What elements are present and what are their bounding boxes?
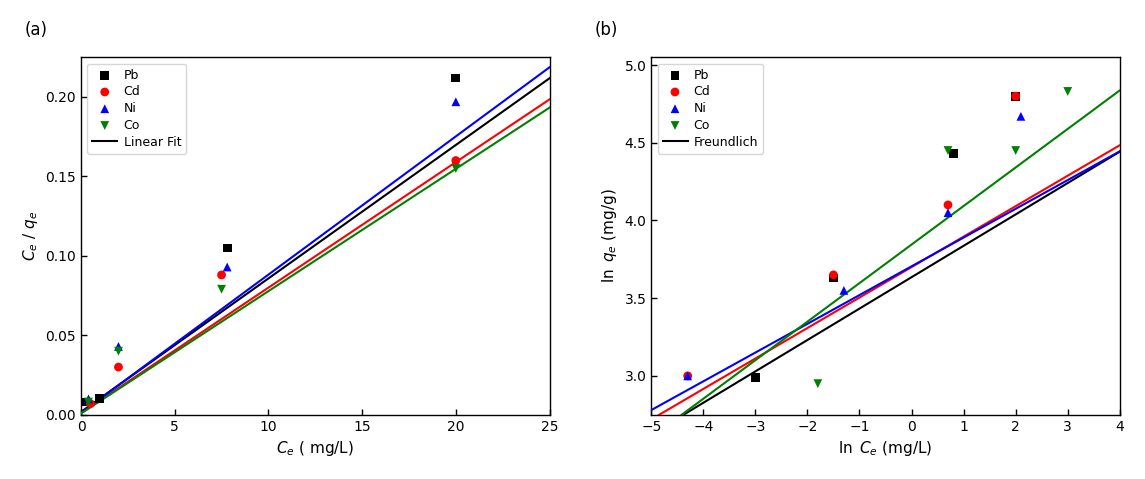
Legend: Pb, Cd, Ni, Co, Linear Fit: Pb, Cd, Ni, Co, Linear Fit [87, 64, 187, 154]
Co [1006, 147, 1025, 154]
Pb [747, 374, 765, 381]
Freundlich [646, 430, 660, 436]
Pb [447, 74, 465, 82]
Ni [835, 286, 853, 294]
Co [79, 398, 97, 406]
Co [213, 285, 231, 293]
Pb [218, 244, 236, 252]
Linear Fit [499, 107, 513, 113]
Co [447, 165, 465, 172]
Pb [77, 398, 95, 406]
Ni [447, 98, 465, 105]
Linear Fit [352, 212, 365, 217]
Line: Freundlich: Freundlich [652, 152, 1120, 434]
Ni [1012, 113, 1030, 120]
Ni [79, 395, 97, 403]
Pb [943, 150, 962, 158]
Co [1059, 88, 1077, 95]
Ni [109, 342, 127, 350]
Cd [81, 400, 100, 408]
Cd [824, 271, 843, 279]
Legend: Pb, Cd, Ni, Co, Freundlich: Pb, Cd, Ni, Co, Freundlich [657, 64, 764, 154]
Linear Fit [74, 409, 88, 415]
Text: (b): (b) [595, 22, 618, 39]
Co [109, 347, 127, 355]
Freundlich [1113, 149, 1127, 155]
Freundlich [645, 431, 658, 437]
Linear Fit [353, 210, 366, 216]
Linear Fit [469, 128, 483, 134]
Linear Fit [76, 408, 89, 414]
Cd [1006, 92, 1025, 100]
Freundlich [922, 264, 935, 270]
Ni [218, 263, 236, 271]
Cd [939, 201, 957, 209]
Cd [447, 157, 465, 164]
Freundlich [931, 258, 945, 264]
Ni [939, 209, 957, 217]
Cd [109, 363, 127, 371]
Freundlich [923, 263, 937, 269]
Pb [824, 274, 843, 282]
Linear Fit [361, 205, 374, 211]
Y-axis label: $C_e$ / $q_e$: $C_e$ / $q_e$ [21, 211, 40, 261]
Linear Fit [543, 75, 556, 81]
Cd [213, 271, 231, 279]
Co [939, 147, 957, 154]
Co [808, 380, 827, 388]
X-axis label: $\ln$ $C_e$ (mg/L): $\ln$ $C_e$ (mg/L) [838, 439, 933, 458]
Line: Linear Fit: Linear Fit [81, 78, 550, 412]
Text: (a): (a) [25, 22, 48, 39]
Pb [1006, 92, 1025, 100]
Cd [679, 372, 697, 380]
Ni [679, 372, 697, 380]
Freundlich [1040, 193, 1053, 199]
X-axis label: $C_e$ ( mg/L): $C_e$ ( mg/L) [276, 439, 354, 458]
Pb [90, 395, 109, 403]
Y-axis label: $\ln$ $q_e$ (mg/g): $\ln$ $q_e$ (mg/g) [600, 189, 619, 284]
Freundlich [1069, 175, 1083, 181]
